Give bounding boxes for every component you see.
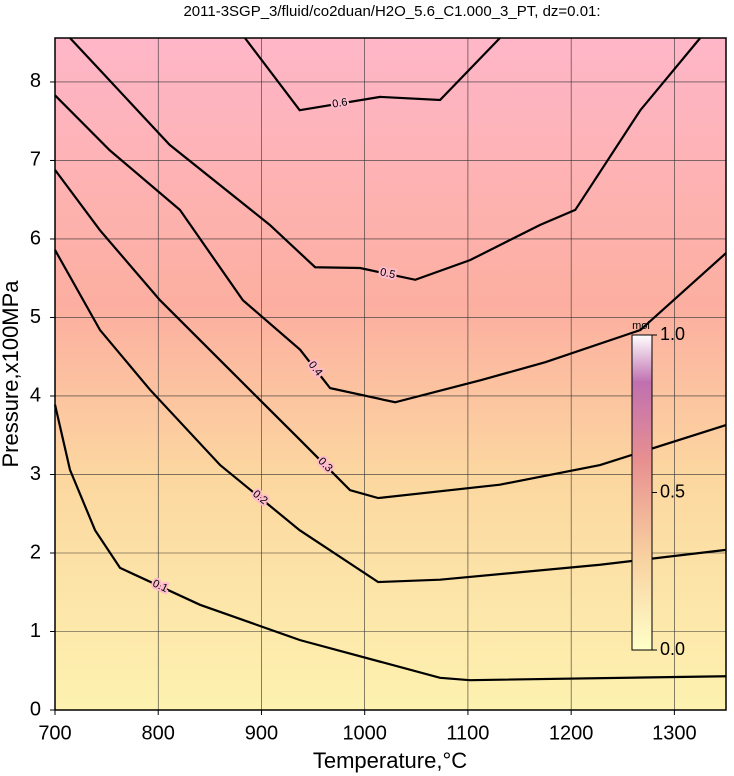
contour-line	[53, 404, 727, 682]
x-tick-label: 700	[38, 722, 71, 744]
y-tick-label: 1	[30, 620, 41, 642]
y-tick-label: 8	[30, 70, 41, 92]
y-tick-label: 2	[30, 541, 41, 563]
colorbar-tick-label: 1.0	[660, 324, 685, 344]
y-tick-label: 0	[30, 698, 41, 720]
colorbar	[631, 334, 653, 651]
x-tick-label: 800	[142, 722, 175, 744]
contour-line	[69, 37, 702, 281]
y-tick-label: 7	[30, 149, 41, 171]
y-axis-label: Pressure,x100MPa	[0, 280, 23, 468]
y-tick-label: 6	[30, 227, 41, 249]
contour-line	[54, 249, 727, 584]
x-tick-label: 900	[245, 722, 278, 744]
y-tick-label: 5	[30, 306, 41, 328]
contour-line	[54, 94, 727, 404]
x-tick-label: 1300	[652, 722, 697, 744]
colorbar-tick-label: 0.5	[660, 481, 685, 501]
plot-frame	[54, 37, 727, 711]
contour-label: 0.5	[379, 266, 396, 281]
colorbar-label: mol	[632, 320, 650, 332]
plot-background	[55, 38, 726, 710]
x-tick-label: 1000	[342, 722, 387, 744]
x-axis-label: Temperature,°C	[313, 748, 467, 773]
y-tick-label: 4	[30, 384, 41, 406]
x-tick-label: 1200	[549, 722, 594, 744]
contour-label: 0.6	[331, 96, 348, 110]
x-tick-label: 1100	[446, 722, 489, 744]
contour-line	[54, 169, 727, 500]
contour-line	[244, 37, 501, 112]
colorbar-tick-label: 0.0	[660, 639, 685, 659]
chart-title: 2011-3SGP_3/fluid/co2duan/H2O_5.6_C1.000…	[183, 3, 600, 20]
y-tick-label: 3	[30, 463, 41, 485]
